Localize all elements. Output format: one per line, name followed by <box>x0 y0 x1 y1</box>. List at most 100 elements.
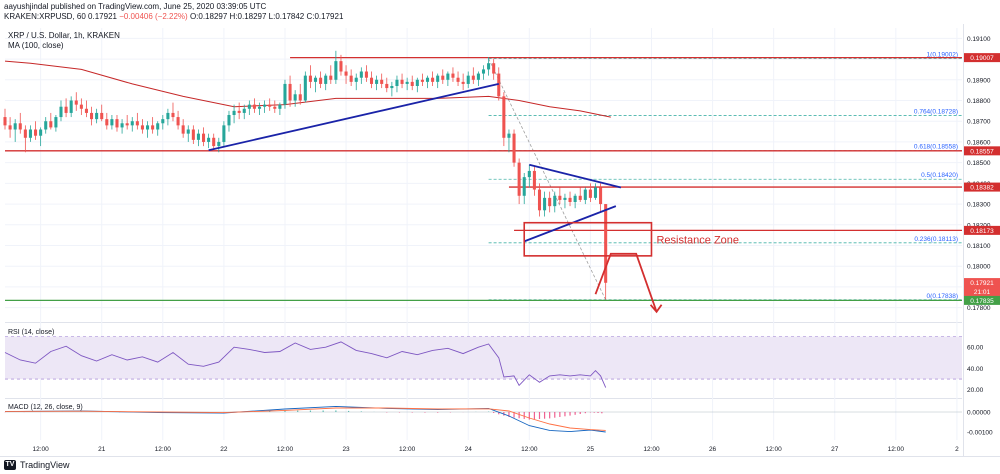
candle-up <box>293 90 297 107</box>
candle-down <box>588 183 592 202</box>
candle-up <box>481 65 486 80</box>
price-tick-label: 0.18500 <box>967 160 991 167</box>
candle-body <box>329 75 333 80</box>
candle-body <box>23 129 27 138</box>
candle-down <box>349 69 353 86</box>
candle-body <box>125 123 129 126</box>
candle-body <box>339 61 343 72</box>
fib-level-label: 1(0.19002) <box>927 52 958 59</box>
price-tick-label: 0.17800 <box>967 305 991 312</box>
candle-down <box>400 73 404 89</box>
candle-body <box>324 75 328 84</box>
tradingview-logo[interactable]: TV TradingView <box>4 460 70 470</box>
candle-body <box>237 110 241 113</box>
candle-down <box>492 59 496 80</box>
candle-body <box>548 197 552 207</box>
candle-body <box>252 104 256 109</box>
candle-body <box>95 112 99 120</box>
candle-up <box>313 75 318 93</box>
fib-level-label: 0.236(0.18113) <box>914 236 958 243</box>
candle-body <box>69 100 73 113</box>
macd-histogram-bar <box>518 412 520 419</box>
time-tick-label: 23 <box>342 446 350 453</box>
candle-up <box>507 129 511 153</box>
time-tick-label: 12:00 <box>766 446 783 453</box>
time-tick-label: 12:00 <box>888 446 905 453</box>
macd-histogram-bar <box>424 412 426 413</box>
candle-up <box>359 67 363 84</box>
price-axis[interactable]: 0.191000.190000.189000.188000.187000.186… <box>964 36 1000 437</box>
candle-body <box>349 75 353 82</box>
candle-up <box>39 127 43 147</box>
time-tick-label: 27 <box>831 446 839 453</box>
price-tick-label: 0.19100 <box>967 36 991 43</box>
price-marker-label: 0.18173 <box>970 228 994 235</box>
fibonacci-retracement[interactable]: 1(0.19002) 0.764(0.18728) 0.618(0.18558) 0.… <box>488 52 962 301</box>
trend-lines[interactable] <box>208 83 622 243</box>
time-tick-label: 22 <box>220 446 228 453</box>
candle-body <box>298 94 302 101</box>
candle-down <box>125 115 129 130</box>
candle-up <box>263 100 267 113</box>
candle-down <box>84 100 88 118</box>
ma-legend: MA (100, close) <box>8 41 64 50</box>
candle-body <box>54 117 58 128</box>
time-tick-label: 12:00 <box>521 446 538 453</box>
candle-down <box>456 71 460 86</box>
candle-body <box>446 73 450 80</box>
candle-down <box>90 106 94 126</box>
candle-down <box>537 183 542 217</box>
candle-body <box>604 204 608 283</box>
candle-down <box>115 115 119 132</box>
candle-down <box>34 121 38 140</box>
rsi-separator <box>5 322 962 323</box>
resistance-zone-annotation[interactable]: Resistance Zone <box>523 221 739 314</box>
candle-body <box>390 86 394 89</box>
candle-body <box>171 112 175 118</box>
fib-level-label: 0.5(0.18420) <box>921 172 958 179</box>
candle-body <box>79 104 83 109</box>
time-tick-label: 24 <box>465 446 473 453</box>
candle-up <box>110 115 114 130</box>
candle-up <box>54 115 58 132</box>
macd-histogram-bar <box>543 412 546 419</box>
macd-histogram-bar <box>559 412 561 417</box>
price-marker: 0.18382 <box>964 182 1000 192</box>
price-marker-label: 0.19007 <box>970 55 994 62</box>
candle-body <box>257 106 262 109</box>
price-tick-label: 0.18200 <box>967 222 991 229</box>
candle-body <box>573 195 577 202</box>
price-marker-bg <box>964 295 1000 305</box>
candle-down <box>451 67 455 82</box>
candle-down <box>151 117 155 134</box>
candle-body <box>176 117 180 126</box>
candle-body <box>466 75 470 84</box>
candle-body <box>140 125 144 130</box>
candle-up <box>543 191 547 217</box>
horizontal-levels[interactable] <box>5 56 962 302</box>
price-marker-label: 0.17835 <box>970 298 994 305</box>
candle-body <box>293 94 297 101</box>
time-axis[interactable]: 12:00 21 12:00 22 12:00 23 12:00 24 12:00 25 12:00… <box>32 446 959 453</box>
candle-body <box>207 137 211 142</box>
candle-body <box>344 71 348 76</box>
footer-bar: TV TradingView <box>0 456 1000 474</box>
candle-down <box>380 73 384 89</box>
price-marker: 0.17921 <box>964 278 1000 288</box>
macd-histogram-bar <box>538 412 541 419</box>
candle-down <box>3 108 7 130</box>
time-tick-label: 25 <box>587 446 595 453</box>
candle-down <box>319 71 323 89</box>
candle-down <box>74 92 78 111</box>
candle-up <box>466 71 470 89</box>
candle-body <box>436 75 440 82</box>
candle-up <box>120 119 124 134</box>
candle-body <box>13 123 17 130</box>
candle-down <box>558 187 562 205</box>
candle-down <box>420 73 424 86</box>
candle-body <box>537 189 542 211</box>
macd-histogram-bar <box>584 412 586 414</box>
macd-histogram-bar <box>284 410 286 412</box>
candle-down <box>171 102 175 122</box>
